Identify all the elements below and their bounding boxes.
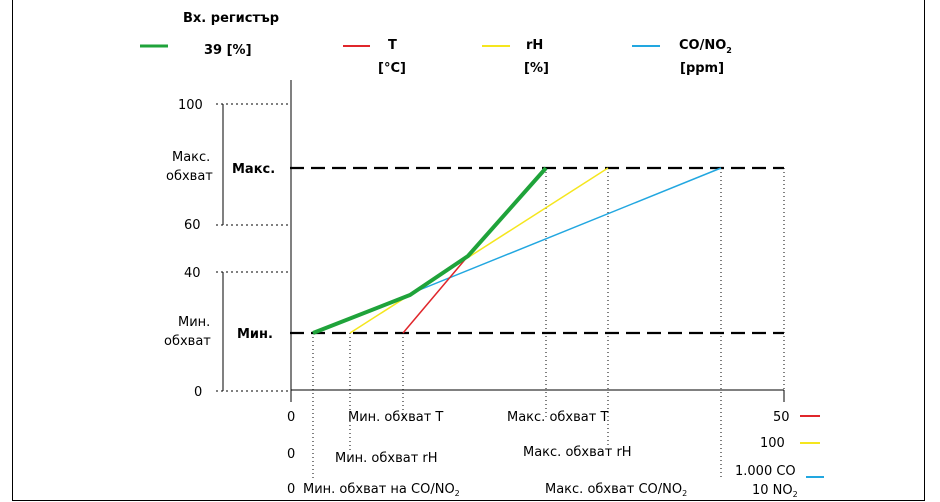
x-row3-zero: 0 <box>287 482 295 497</box>
x-min-range-rh: Мин. обхват rH <box>335 451 438 466</box>
y-tick-0: 0 <box>194 385 202 400</box>
end-value-rh: 100 <box>760 436 785 451</box>
x-max-range-co: Макс. обхват CO/NO2 <box>545 482 687 498</box>
end-value-no2: 10 NO2 <box>752 483 798 499</box>
y-tick-60: 60 <box>184 218 201 233</box>
legend-co-line1: CO/NO2 <box>679 38 732 55</box>
x-row2-zero: 0 <box>287 447 295 462</box>
legend-t-line1: T <box>388 38 397 53</box>
y-max-label: Макс. <box>232 162 275 177</box>
end-value-t: 50 <box>773 410 790 425</box>
legend-t-line2: [°C] <box>378 61 406 76</box>
legend-co-line2: [ppm] <box>680 61 724 76</box>
y-min-range-label-line2: обхват <box>164 334 211 349</box>
legend-input-register-line2: 39 [%] <box>204 43 252 58</box>
y-tick-40: 40 <box>184 266 201 281</box>
y-min-range-label-line1: Мин. <box>178 315 210 330</box>
rh-line <box>349 167 609 334</box>
y-max-range-label-line2: обхват <box>166 169 213 184</box>
x-min-range-co: Мин. обхват на CO/NO2 <box>303 482 460 498</box>
input-register-line <box>312 166 548 335</box>
x-max-range-rh: Макс. обхват rH <box>523 445 632 460</box>
legend-input-register-line1: Вх. регистър <box>183 11 279 26</box>
t-line <box>402 255 469 334</box>
x-max-range-t: Макс. обхват T <box>507 410 608 425</box>
diagram-frame <box>12 0 925 501</box>
legend-rh-line1: rH <box>526 38 543 53</box>
y-max-range-label-line1: Макс. <box>172 150 210 165</box>
y-min-label: Мин. <box>237 327 273 342</box>
x-row1-zero: 0 <box>287 410 295 425</box>
end-value-co: 1.000 CO <box>735 464 796 479</box>
x-min-range-t: Мин. обхват T <box>348 410 443 425</box>
y-tick-100: 100 <box>178 98 203 113</box>
legend-rh-line2: [%] <box>524 61 549 76</box>
